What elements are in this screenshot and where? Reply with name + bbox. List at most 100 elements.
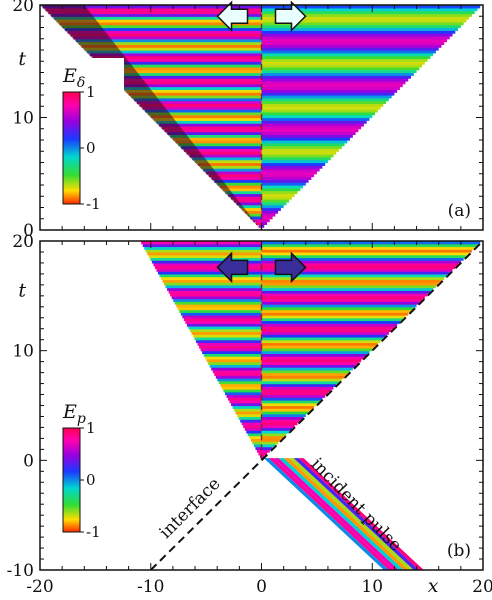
field-band xyxy=(261,170,317,175)
incident-pulse-stripe xyxy=(288,458,414,570)
field-band xyxy=(142,243,262,248)
field-band xyxy=(238,416,262,420)
field-band xyxy=(261,287,434,291)
field-band xyxy=(156,120,262,124)
field-band xyxy=(261,334,387,338)
x-tick-label: 20 xyxy=(472,577,492,597)
field-band xyxy=(261,69,417,74)
incident-pulse-stripe xyxy=(263,458,389,570)
field-band xyxy=(261,50,436,54)
field-band xyxy=(261,145,342,150)
field-band xyxy=(261,408,312,412)
field-band xyxy=(194,336,262,341)
field-band xyxy=(261,257,464,261)
field-band xyxy=(261,131,356,135)
x-tick-label: 10 xyxy=(361,577,383,597)
colorbar: Eδ 1 0 -1 xyxy=(58,58,124,213)
colorbar-tick-label: 1 xyxy=(86,83,96,101)
field-band xyxy=(139,103,262,107)
colorbar-title: Eδ xyxy=(62,65,85,91)
field-band xyxy=(256,449,262,453)
field-band xyxy=(261,378,342,382)
field-band xyxy=(261,361,359,365)
field-band xyxy=(261,86,400,90)
colorbar-tick-label: -1 xyxy=(86,195,101,213)
colorbar-tick-label: 1 xyxy=(86,419,96,437)
field-band xyxy=(261,345,376,349)
field-band xyxy=(261,19,467,23)
field-band xyxy=(150,114,262,119)
field-band xyxy=(250,438,262,442)
field-band xyxy=(128,92,262,96)
field-band xyxy=(144,246,262,250)
field-band xyxy=(261,347,373,352)
field-band xyxy=(261,97,389,102)
field-band xyxy=(261,276,445,280)
field-band xyxy=(56,19,262,23)
field-band xyxy=(261,295,425,300)
field-band xyxy=(261,30,456,34)
field-band xyxy=(211,176,262,180)
field-band xyxy=(261,400,320,404)
field-band xyxy=(253,218,262,223)
field-band xyxy=(261,185,304,189)
field-band xyxy=(95,58,262,62)
field-band xyxy=(261,309,412,313)
field-band xyxy=(70,33,262,37)
field-band xyxy=(224,391,262,396)
field-band xyxy=(114,78,262,82)
field-band xyxy=(203,353,262,357)
field-band xyxy=(261,416,304,420)
field-band xyxy=(261,165,323,169)
field-band xyxy=(261,117,370,121)
field-band xyxy=(235,410,262,415)
field-band xyxy=(176,304,262,308)
field-band xyxy=(192,334,262,338)
field-band xyxy=(202,350,262,355)
field-band xyxy=(103,66,262,71)
field-band xyxy=(261,430,290,434)
field-band xyxy=(261,369,351,374)
field-band xyxy=(214,179,262,183)
field-band xyxy=(45,7,262,12)
field-band xyxy=(261,402,317,407)
field-band xyxy=(59,21,262,26)
incident-pulse-stripe xyxy=(298,458,424,570)
field-band xyxy=(261,173,315,178)
field-band xyxy=(261,315,406,319)
y-tick-label: 10 xyxy=(12,342,34,362)
field-band xyxy=(180,312,262,316)
y-tick-label: 20 xyxy=(12,0,34,16)
field-band xyxy=(261,224,265,228)
field-band xyxy=(261,207,281,211)
field-band xyxy=(261,10,475,15)
field-band xyxy=(182,315,262,319)
field-band xyxy=(261,33,453,37)
field-band xyxy=(261,290,431,294)
field-band xyxy=(181,145,262,150)
panel-label: (b) xyxy=(447,541,471,561)
field-band xyxy=(261,187,301,192)
field-band xyxy=(261,271,450,275)
field-band xyxy=(185,320,262,324)
field-band xyxy=(234,408,262,412)
y-tick-label: -10 xyxy=(7,561,34,581)
field-band xyxy=(261,356,364,360)
field-band xyxy=(261,320,400,324)
field-band xyxy=(261,75,412,79)
field-band xyxy=(261,386,334,390)
field-band xyxy=(261,391,328,396)
field-band xyxy=(117,80,262,85)
field-band xyxy=(261,7,478,12)
field-band xyxy=(261,249,472,253)
field-band xyxy=(243,424,262,429)
y-axis-label: t xyxy=(18,48,26,70)
field-band xyxy=(261,64,423,68)
field-band xyxy=(246,430,262,434)
field-band xyxy=(261,142,345,147)
incident-pulse-stripe xyxy=(293,458,419,570)
field-band xyxy=(261,190,298,195)
field-band xyxy=(261,72,414,76)
field-band xyxy=(261,92,395,96)
